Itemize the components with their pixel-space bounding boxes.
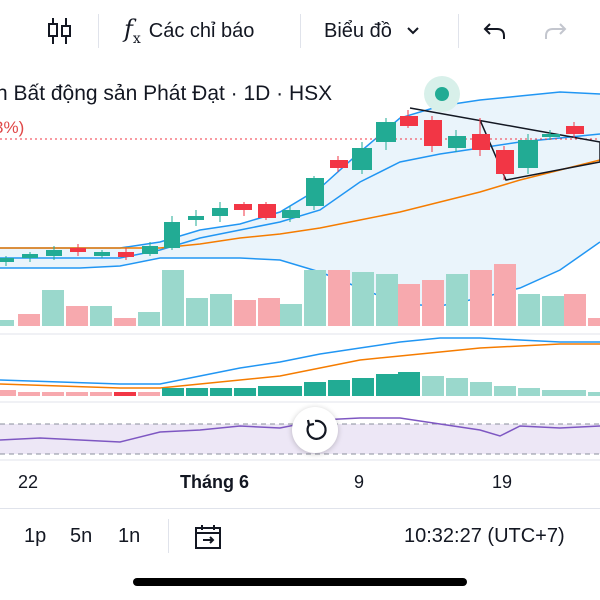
market-status-indicator[interactable] (424, 76, 460, 112)
date-axis-label: 9 (354, 472, 365, 492)
candle (424, 116, 442, 152)
range-button-5n[interactable]: 5n (70, 525, 93, 547)
reset-chart-button[interactable] (292, 407, 338, 453)
toolbar-divider (300, 14, 301, 48)
top-toolbar: fx Các chỉ báo Biểu đồ (0, 0, 600, 62)
candle (164, 216, 180, 250)
chart-type-label: Biểu đồ (324, 19, 392, 42)
home-indicator (133, 578, 467, 586)
timezone-clock[interactable]: 10:32:27 (UTC+7) (404, 525, 565, 547)
candle (46, 246, 62, 260)
candlestick-icon (48, 18, 71, 44)
candle (142, 242, 158, 256)
candle (448, 130, 466, 152)
candle (496, 146, 514, 180)
candle (400, 110, 418, 128)
date-axis-label: Tháng 6 (180, 472, 250, 492)
reset-icon (306, 419, 327, 440)
moving-average-line (0, 159, 600, 249)
bottom-toolbar: 1p 5n 1n 10:32:27 (UTC+7) (0, 508, 600, 564)
undo-button[interactable] (482, 10, 508, 52)
bottom-divider (168, 519, 169, 553)
goto-date-icon (195, 525, 221, 549)
candle (234, 202, 252, 216)
macd-line (0, 337, 600, 385)
macd-histogram (0, 372, 600, 396)
date-axis-label: 22 (18, 472, 39, 492)
toolbar-divider (98, 14, 99, 48)
chart-area[interactable]: n Bất động sản Phát Đạt · 1D · HSX 3%) 2… (0, 62, 600, 500)
candle (70, 244, 86, 256)
symbol-legend-title[interactable]: n Bất động sản Phát Đạt · 1D · HSX (0, 82, 333, 105)
goto-date-button[interactable] (194, 523, 222, 556)
candle (376, 118, 396, 150)
candle (188, 210, 204, 226)
chevron-down-icon (407, 27, 419, 35)
candle (306, 176, 324, 210)
candle (0, 256, 14, 266)
price-change-label: 3%) (0, 118, 25, 137)
candle (118, 248, 134, 260)
fx-icon: fx (124, 15, 141, 47)
candle (258, 202, 276, 220)
candle (542, 130, 560, 140)
candle (212, 202, 228, 222)
candle (94, 250, 110, 258)
undo-icon (483, 23, 505, 39)
candle (22, 252, 38, 262)
candle (566, 122, 584, 138)
redo-icon (545, 23, 567, 39)
indicators-button[interactable]: fx Các chỉ báo (124, 10, 254, 52)
candle (518, 134, 538, 174)
candlestick-type-button[interactable] (46, 10, 74, 52)
candle (352, 142, 372, 174)
volume-bars (0, 264, 600, 326)
range-button-1n[interactable]: 1n (118, 525, 141, 547)
redo-button[interactable] (542, 10, 568, 52)
range-button-1p[interactable]: 1p (24, 525, 47, 547)
candle (282, 206, 300, 222)
signal-line (0, 343, 600, 389)
candle (330, 156, 348, 172)
indicators-label: Các chỉ báo (148, 19, 255, 42)
candle (472, 118, 490, 156)
chart-type-dropdown[interactable]: Biểu đồ (324, 10, 420, 52)
toolbar-divider (458, 14, 459, 48)
date-axis-label: 19 (492, 472, 513, 492)
candles (0, 110, 584, 266)
